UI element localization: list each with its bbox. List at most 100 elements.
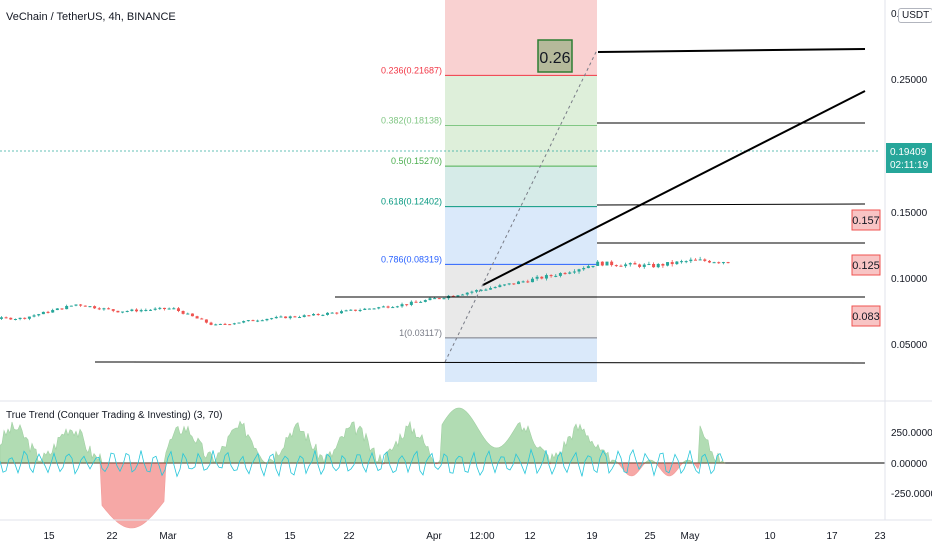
candle-body	[349, 309, 353, 311]
candle-body	[605, 261, 609, 266]
candle-body	[516, 281, 520, 285]
indicator-negative-area	[0, 462, 725, 529]
candle-body	[102, 308, 106, 310]
candle-body	[437, 298, 441, 300]
candle-body	[218, 323, 222, 325]
currency-button[interactable]: USDT	[898, 8, 932, 23]
candle-body	[60, 308, 64, 310]
candle-body	[172, 308, 176, 310]
candle-body	[675, 261, 679, 265]
candle-body	[0, 317, 3, 319]
candle-body	[409, 301, 413, 305]
time-axis-tick: 12:00	[469, 531, 494, 542]
candle-body	[614, 265, 618, 267]
candle-body	[456, 295, 460, 297]
candle-body	[27, 316, 31, 319]
candle-body	[400, 304, 404, 307]
candle-body	[144, 309, 148, 311]
candle-body	[65, 305, 69, 310]
price-axis-tick: 0.25000	[891, 75, 928, 86]
candle-body	[540, 276, 544, 279]
candle-body	[521, 281, 525, 283]
candle-body	[265, 318, 269, 321]
candle-body	[279, 316, 283, 318]
candle-body	[288, 316, 292, 319]
symbol-title[interactable]: VeChain / TetherUS, 4h, BINANCE	[6, 11, 176, 23]
candle-body	[195, 316, 199, 319]
candle-body	[135, 309, 139, 312]
candle-body	[405, 304, 409, 306]
candle-body	[656, 264, 660, 268]
candle-body	[703, 259, 707, 261]
price-axis-tick: 0.10000	[891, 274, 928, 285]
indicator-fast-line	[0, 448, 724, 478]
indicator-pane	[0, 400, 932, 529]
candle-body	[153, 308, 157, 310]
candle-body	[484, 289, 488, 291]
candle-body	[246, 320, 250, 322]
fib-zone	[445, 337, 597, 382]
candle-body	[624, 264, 628, 267]
fib-level-label: 0.236(0.21687)	[381, 65, 442, 75]
candle-body	[451, 295, 455, 297]
callout-text: 0.125	[852, 260, 880, 272]
horizontal-line	[94, 361, 866, 364]
candle-body	[228, 324, 232, 326]
candle-body	[428, 298, 432, 301]
time-axis-tick: May	[681, 531, 700, 542]
candle-body	[544, 275, 548, 279]
candle-body	[256, 320, 260, 322]
candle-body	[74, 304, 78, 306]
candle-body	[563, 273, 567, 275]
candle-body	[721, 262, 725, 264]
drawings[interactable]: 0.26 0.157 0.125 0.083	[94, 39, 881, 364]
candle-body	[223, 323, 227, 325]
candle-body	[591, 265, 595, 267]
time-axis-tick: 25	[644, 531, 656, 542]
fibonacci-retracement[interactable]: 0(0.27423)0.236(0.21687)0.382(0.18138)0.…	[381, 0, 597, 382]
candle-body	[237, 322, 241, 324]
candle-body	[726, 262, 730, 264]
candle-body	[298, 317, 302, 319]
candle-body	[41, 311, 45, 315]
fib-zone	[445, 166, 597, 207]
candle-body	[116, 310, 120, 313]
candle-body	[610, 261, 614, 266]
candle-body	[530, 278, 534, 283]
candle-body	[535, 276, 539, 279]
fib-level-label: 0.5(0.15270)	[391, 156, 442, 166]
time-axis-tick: 15	[284, 531, 296, 542]
candle-body	[489, 288, 493, 290]
candle-body	[321, 314, 325, 316]
candle-body	[358, 309, 362, 311]
price-axis-tick: 0.05000	[891, 340, 928, 351]
time-axis-tick: 23	[874, 531, 886, 542]
candle-body	[307, 315, 311, 317]
candle-body	[162, 307, 166, 310]
candle-body	[284, 316, 288, 319]
candle-body	[433, 298, 437, 300]
candle-body	[51, 310, 55, 313]
callout-text: 0.083	[852, 311, 880, 323]
candle-body	[69, 305, 73, 307]
candle-body	[717, 262, 721, 264]
candle-body	[130, 309, 134, 311]
candles	[0, 256, 730, 326]
candle-body	[158, 307, 162, 309]
price-callout: 0.083	[851, 305, 881, 327]
candle-body	[698, 259, 702, 261]
indicator-title[interactable]: True Trend (Conquer Trading & Investing)…	[6, 410, 223, 421]
candle-body	[372, 308, 376, 310]
candle-body	[312, 314, 316, 316]
candle-body	[242, 321, 246, 323]
candle-body	[181, 310, 185, 314]
fib-level-label: 0.382(0.18138)	[381, 116, 442, 126]
candle-body	[652, 263, 656, 268]
callout-box	[851, 209, 881, 231]
candle-body	[479, 289, 483, 291]
candle-body	[707, 260, 711, 263]
fib-zone	[445, 264, 597, 338]
candle-body	[339, 311, 343, 314]
candle-body	[465, 292, 469, 295]
